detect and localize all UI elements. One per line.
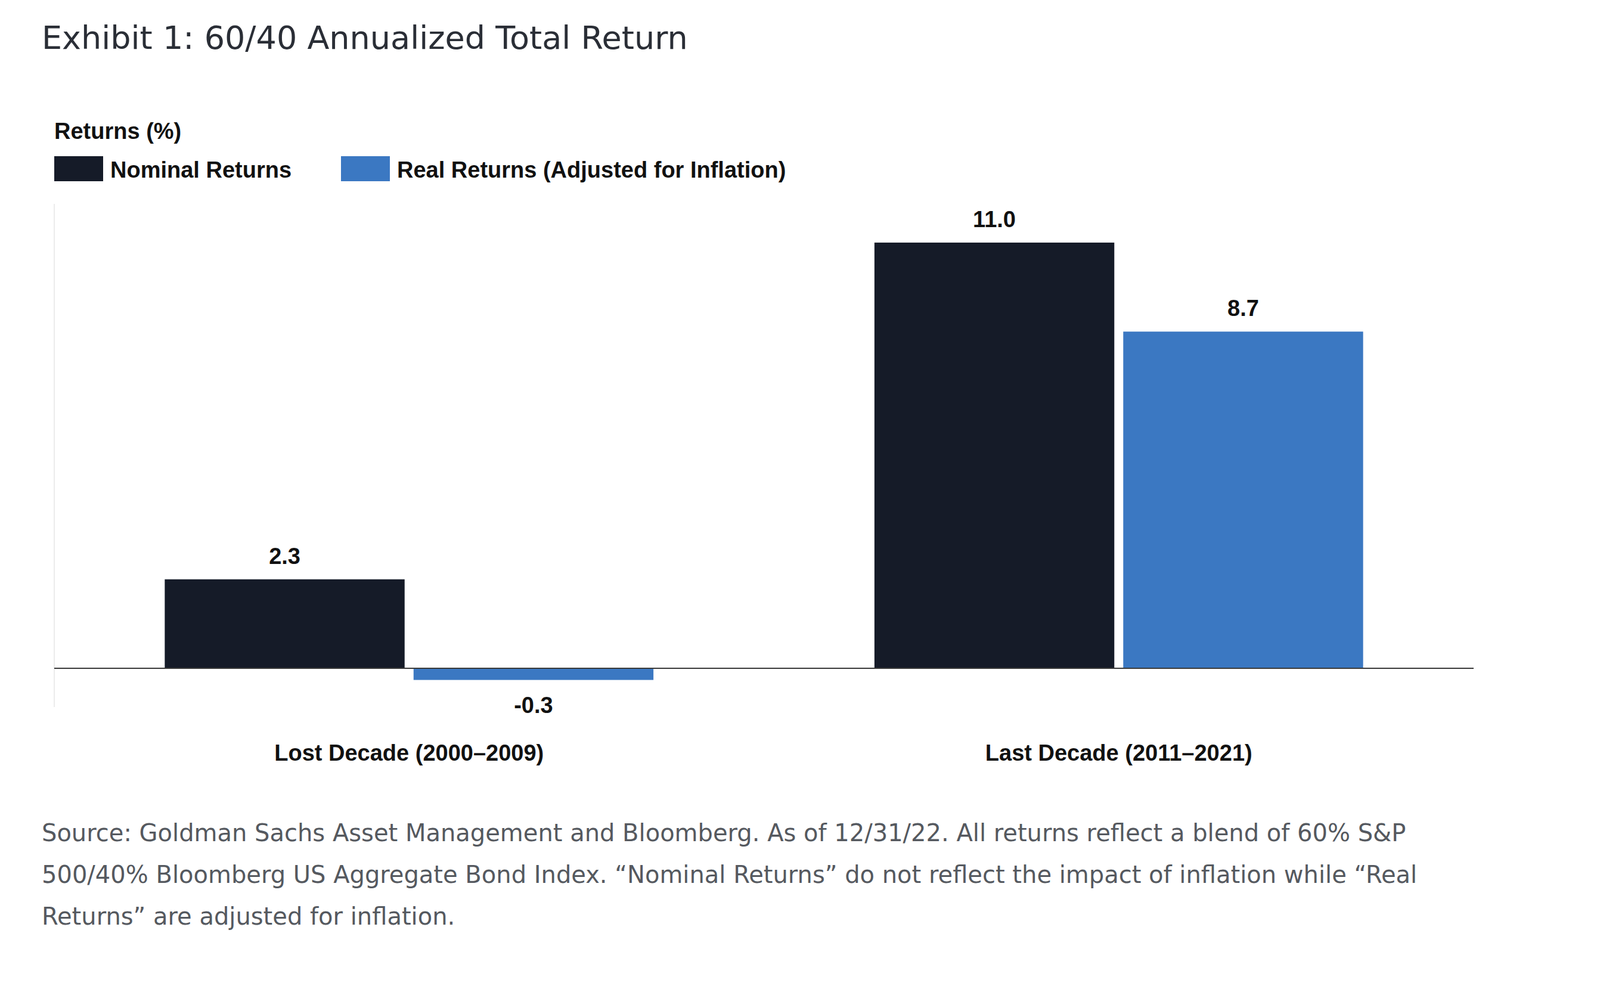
category-label: Lost Decade (2000–2009) — [274, 740, 544, 766]
data-label: 11.0 — [972, 206, 1016, 232]
bar — [164, 579, 405, 669]
data-labels: 2.3 11.0 -0.3 8.7 — [268, 206, 1260, 718]
legend: Nominal Returns Real Returns (Adjusted fo… — [54, 156, 786, 183]
title: Exhibit 1: 60/40 Annualized Total Return — [41, 19, 688, 57]
bars — [164, 242, 1363, 681]
data-label: 8.7 — [1227, 295, 1260, 321]
chart: Exhibit 1: 60/40 Annualized Total Return… — [0, 0, 1600, 992]
category-label: Last Decade (2011–2021) — [985, 740, 1253, 766]
legend-swatch — [54, 156, 104, 182]
legend-swatch — [340, 156, 390, 182]
legend-label: Nominal Returns — [110, 157, 292, 183]
legend-label: Real Returns (Adjusted for Inflation) — [397, 157, 786, 183]
baseline — [54, 667, 1474, 669]
bar — [874, 242, 1115, 669]
y-axis-label: Returns (%) — [54, 118, 182, 144]
data-label: 2.3 — [268, 543, 301, 569]
y-axis-line — [54, 203, 55, 708]
bar — [1123, 331, 1363, 669]
source-note: Source: Goldman Sachs Asset Management a… — [41, 811, 1485, 938]
bar — [413, 668, 654, 680]
data-label: -0.3 — [513, 692, 553, 718]
